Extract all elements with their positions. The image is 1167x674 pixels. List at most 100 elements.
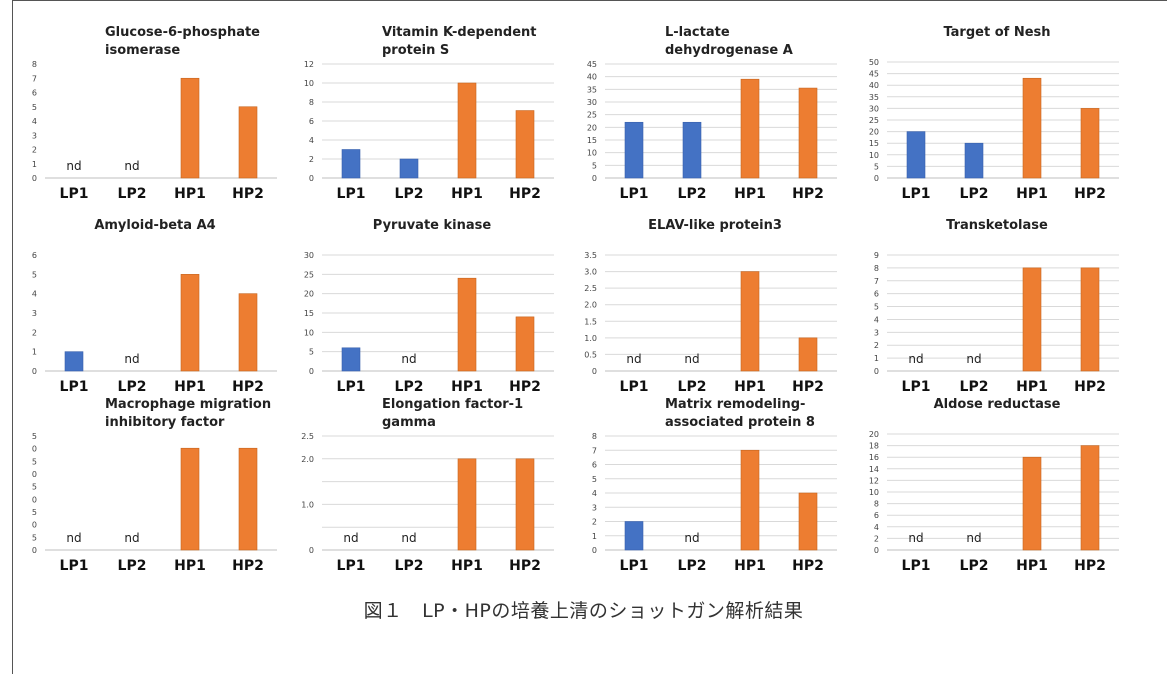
x-tick-label: HP2 <box>1074 558 1106 574</box>
bar <box>515 458 535 551</box>
x-tick-label: HP2 <box>232 379 264 395</box>
y-tick-label: 2.0 <box>584 301 597 310</box>
x-tick-label: HP1 <box>174 186 206 202</box>
bar <box>180 274 200 372</box>
y-tick-label: 7 <box>592 446 597 455</box>
x-tick-label: HP1 <box>451 186 483 202</box>
bar <box>238 447 258 551</box>
x-tick-label: HP1 <box>451 558 483 574</box>
x-tick-label: LP2 <box>678 558 707 574</box>
y-tick-label: 8 <box>309 98 314 107</box>
nd-label: nd <box>401 352 416 366</box>
chart-panel: ELAV-like protein3 0 0.5 1.0 1.5 2.0 2.5 3.0 3.5… <box>584 218 837 395</box>
y-tick-label: 25 <box>869 116 879 125</box>
bar <box>515 110 535 179</box>
x-tick-label: LP2 <box>960 186 989 202</box>
nd-label: nd <box>966 352 981 366</box>
x-tick-label: LP2 <box>960 558 989 574</box>
y-tick-label: 15 <box>587 136 597 145</box>
y-tick-label: 8 <box>874 500 879 509</box>
y-tick-label: 3.5 <box>584 251 597 260</box>
y-tick-label: 1.5 <box>584 317 597 326</box>
nd-label: nd <box>401 531 416 545</box>
x-tick-label: HP2 <box>232 186 264 202</box>
chart-title: Vitamin K-dependent <box>382 25 537 40</box>
chart-title: Transketolase <box>946 218 1048 233</box>
x-tick-label: LP2 <box>395 379 424 395</box>
y-tick-label: 20 <box>587 123 597 132</box>
y-tick-label: 0 <box>592 367 597 376</box>
y-tick-label: 20 <box>304 290 314 299</box>
bar <box>906 131 926 179</box>
y-tick-label: 9 <box>874 251 879 260</box>
bar <box>64 351 84 372</box>
x-tick-label: LP2 <box>678 379 707 395</box>
y-tick-label: 5 <box>874 162 879 171</box>
chart-panel: Pyruvate kinase 0 5 10 15 20 25 30 LP1 nd LP2 HP1 HP… <box>304 218 554 395</box>
bar <box>457 458 477 551</box>
bar <box>238 293 258 372</box>
bar <box>1022 267 1042 372</box>
y-tick-label: 3 <box>592 503 597 512</box>
bar <box>682 121 702 179</box>
x-tick-label: HP1 <box>174 558 206 574</box>
chart-panel: Elongation factor-1 gamma 0 1.0 2.0 2.5 nd LP1 n… <box>301 397 554 574</box>
y-tick-label: 16 <box>869 453 879 462</box>
y-tick-label: 5 <box>32 432 37 441</box>
y-tick-label: 30 <box>587 98 597 107</box>
bar <box>1080 445 1100 551</box>
x-tick-label: HP1 <box>174 379 206 395</box>
chart-title: protein S <box>382 43 449 58</box>
x-tick-label: HP2 <box>792 558 824 574</box>
x-tick-label: LP1 <box>620 186 649 202</box>
chart-panel: Target of Nesh 0 5 10 15 20 25 30 35 40 45 50 LP1 LP2… <box>869 25 1119 202</box>
y-tick-label: 2 <box>32 328 37 337</box>
x-tick-label: LP2 <box>678 186 707 202</box>
bar <box>1022 77 1042 179</box>
x-tick-label: HP1 <box>734 558 766 574</box>
y-tick-label: 5 <box>592 475 597 484</box>
y-tick-label: 0 <box>32 495 37 504</box>
y-tick-label: 6 <box>592 461 597 470</box>
chart-title: dehydrogenase A <box>665 43 793 58</box>
y-tick-label: 15 <box>304 309 314 318</box>
y-tick-label: 50 <box>869 58 879 67</box>
y-tick-label: 40 <box>587 73 597 82</box>
y-tick-label: 0 <box>32 367 37 376</box>
x-tick-label: LP1 <box>902 379 931 395</box>
nd-label: nd <box>908 352 923 366</box>
x-tick-label: LP1 <box>337 379 366 395</box>
y-tick-label: 45 <box>869 70 879 79</box>
x-tick-label: HP2 <box>792 186 824 202</box>
y-tick-label: 0 <box>32 521 37 530</box>
y-tick-label: 40 <box>869 81 879 90</box>
x-tick-label: HP2 <box>509 379 541 395</box>
y-tick-label: 35 <box>869 93 879 102</box>
y-tick-label: 2 <box>874 534 879 543</box>
chart-panel: Glucose-6-phosphate isomerase 0 1 2 3 4 5 6 7 8 nd L… <box>32 25 277 202</box>
y-tick-label: 0.5 <box>584 350 597 359</box>
chart-title: Matrix remodeling- <box>665 397 805 412</box>
bar <box>515 316 535 372</box>
y-tick-label: 7 <box>874 277 879 286</box>
y-tick-label: 5 <box>592 161 597 170</box>
nd-label: nd <box>684 531 699 545</box>
y-tick-label: 2.5 <box>584 284 597 293</box>
y-tick-label: 1.0 <box>584 334 597 343</box>
y-tick-label: 5 <box>32 508 37 517</box>
bar <box>964 142 984 179</box>
y-tick-label: 12 <box>304 60 314 69</box>
chart-title: L-lactate <box>665 25 730 40</box>
nd-label: nd <box>626 352 641 366</box>
y-tick-label: 4 <box>592 489 597 498</box>
y-tick-label: 3 <box>32 131 37 140</box>
x-tick-label: LP2 <box>118 379 147 395</box>
x-tick-label: LP1 <box>60 186 89 202</box>
bar <box>341 347 361 372</box>
y-tick-label: 0 <box>874 546 879 555</box>
y-tick-label: 10 <box>869 488 879 497</box>
x-tick-label: LP1 <box>902 186 931 202</box>
x-tick-label: LP1 <box>620 558 649 574</box>
y-tick-label: 4 <box>32 117 37 126</box>
bar <box>457 277 477 372</box>
